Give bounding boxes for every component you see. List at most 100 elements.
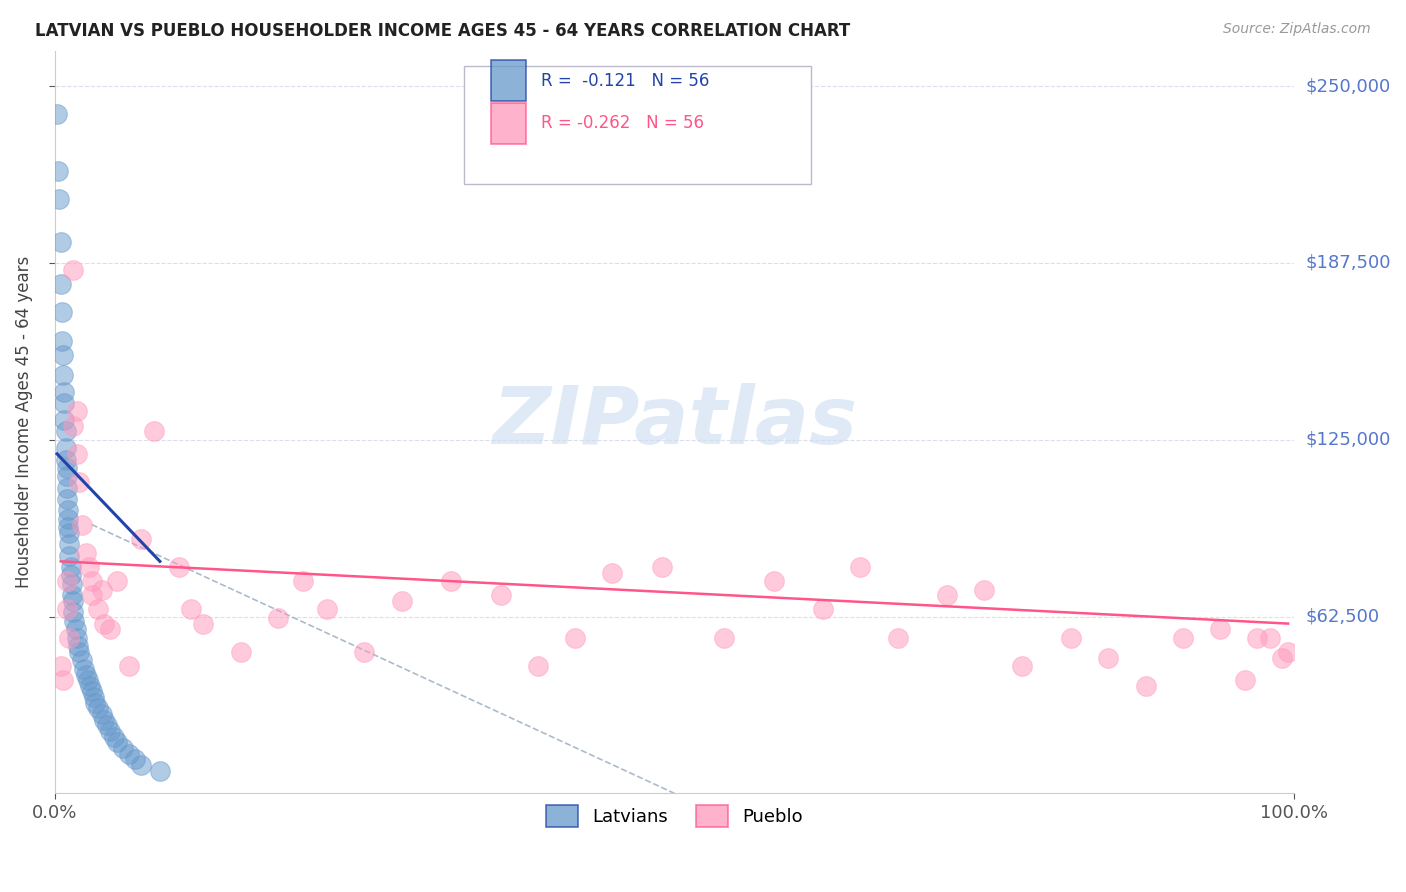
Point (56, 492, 79, 507)
Point (124, 752, 146, 766)
Point (56, 512, 79, 526)
Point (391, 594, 413, 608)
Point (59, 560, 82, 574)
Point (1060, 631, 1083, 645)
FancyBboxPatch shape (491, 61, 526, 101)
Point (489, 588, 512, 602)
Point (49, 659, 72, 673)
Point (56, 574, 79, 589)
Point (66, 631, 89, 645)
Text: $125,000: $125,000 (1306, 431, 1391, 449)
Point (98, 724, 121, 739)
Point (55, 452, 77, 467)
Point (111, 741, 134, 756)
Point (58, 631, 80, 645)
Point (105, 735, 128, 749)
Point (564, 631, 586, 645)
Point (87, 602, 110, 616)
Point (762, 574, 785, 589)
Point (53, 396, 76, 410)
Point (118, 659, 141, 673)
Point (103, 730, 125, 744)
Point (229, 645, 252, 659)
Point (58, 526, 80, 541)
Point (51, 334, 73, 348)
Point (142, 424, 165, 438)
Point (651, 560, 673, 574)
Text: Source: ZipAtlas.com: Source: ZipAtlas.com (1223, 22, 1371, 37)
Point (55, 424, 77, 438)
Point (80, 588, 103, 602)
Point (90, 582, 112, 597)
Point (527, 659, 550, 673)
Point (67, 639, 90, 653)
Point (75, 667, 97, 681)
Point (93, 616, 115, 631)
Point (131, 758, 153, 772)
Point (93, 713, 115, 727)
Point (56, 503, 79, 517)
Point (56, 461, 79, 475)
Point (886, 631, 908, 645)
Point (46, 107, 69, 121)
Point (1233, 673, 1256, 688)
Text: R = -0.262   N = 56: R = -0.262 N = 56 (540, 114, 703, 132)
Point (46, 164, 69, 178)
Point (602, 566, 624, 580)
Legend: Latvians, Pueblo: Latvians, Pueblo (537, 797, 813, 837)
Point (1097, 650, 1119, 665)
Text: $250,000: $250,000 (1306, 77, 1391, 95)
Point (55, 441, 77, 455)
Point (56, 602, 79, 616)
Point (180, 602, 202, 616)
Point (62, 263, 84, 277)
Point (73, 662, 96, 676)
Point (96, 718, 118, 732)
Point (1246, 631, 1268, 645)
Point (53, 413, 76, 427)
Point (63, 614, 86, 628)
Y-axis label: Householder Income Ages 45 - 64 years: Householder Income Ages 45 - 64 years (15, 256, 32, 588)
Point (77, 560, 100, 574)
Point (49, 235, 72, 249)
Point (353, 645, 375, 659)
Point (66, 447, 89, 461)
Point (131, 532, 153, 546)
Point (62, 594, 84, 608)
Point (1209, 622, 1232, 636)
Point (58, 537, 80, 551)
Point (1135, 679, 1157, 693)
Point (936, 588, 959, 602)
Point (52, 368, 75, 382)
Point (1171, 631, 1194, 645)
Point (62, 418, 84, 433)
FancyBboxPatch shape (491, 103, 526, 144)
Point (813, 602, 835, 616)
Point (52, 348, 75, 362)
Point (52, 673, 75, 688)
Point (56, 469, 79, 483)
Point (56, 520, 79, 534)
Text: R =  -0.121   N = 56: R = -0.121 N = 56 (540, 71, 709, 90)
Point (440, 574, 463, 589)
Point (98, 622, 121, 636)
Point (60, 588, 83, 602)
Point (90, 707, 112, 722)
Point (58, 549, 80, 563)
Text: $187,500: $187,500 (1306, 254, 1391, 272)
Point (67, 475, 90, 490)
Point (316, 602, 339, 616)
Point (849, 560, 872, 574)
Text: LATVIAN VS PUEBLO HOUSEHOLDER INCOME AGES 45 - 64 YEARS CORRELATION CHART: LATVIAN VS PUEBLO HOUSEHOLDER INCOME AGE… (35, 22, 851, 40)
Point (105, 574, 128, 589)
Point (49, 277, 72, 291)
Text: ZIPatlas: ZIPatlas (492, 383, 858, 461)
Point (118, 747, 141, 761)
Point (1277, 645, 1299, 659)
Text: $62,500: $62,500 (1306, 607, 1379, 625)
Point (1011, 659, 1033, 673)
Point (87, 701, 110, 715)
Point (59, 568, 82, 582)
Point (48, 192, 70, 206)
Point (62, 605, 84, 619)
